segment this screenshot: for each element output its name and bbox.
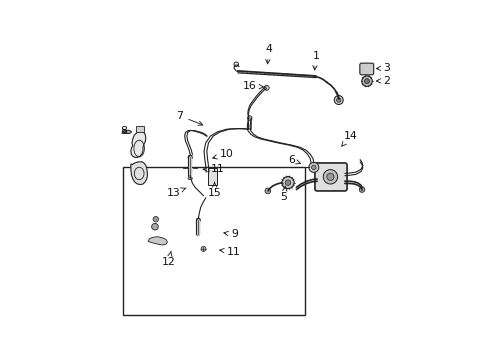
Polygon shape bbox=[131, 131, 145, 157]
Text: 7: 7 bbox=[176, 111, 203, 125]
Text: 15: 15 bbox=[207, 182, 221, 198]
Circle shape bbox=[151, 223, 158, 230]
Circle shape bbox=[361, 76, 371, 86]
Text: 3: 3 bbox=[376, 63, 390, 73]
Text: 6: 6 bbox=[287, 155, 300, 165]
Circle shape bbox=[264, 188, 270, 194]
Circle shape bbox=[264, 85, 268, 90]
Circle shape bbox=[247, 116, 251, 120]
Circle shape bbox=[187, 155, 192, 159]
Text: 11: 11 bbox=[203, 164, 224, 174]
Text: 4: 4 bbox=[264, 44, 271, 64]
Circle shape bbox=[336, 98, 340, 102]
Circle shape bbox=[326, 173, 333, 180]
Circle shape bbox=[285, 180, 290, 185]
Text: 13: 13 bbox=[167, 188, 186, 198]
Text: 1: 1 bbox=[312, 51, 319, 70]
Text: 10: 10 bbox=[212, 149, 234, 159]
Text: 12: 12 bbox=[162, 251, 175, 267]
Circle shape bbox=[201, 246, 205, 251]
Text: 14: 14 bbox=[341, 131, 357, 146]
Polygon shape bbox=[238, 71, 315, 77]
Circle shape bbox=[308, 162, 318, 172]
Text: 9: 9 bbox=[224, 229, 238, 239]
Circle shape bbox=[359, 187, 364, 192]
Text: 2: 2 bbox=[376, 76, 390, 86]
Bar bbox=[136, 126, 143, 132]
FancyBboxPatch shape bbox=[359, 63, 373, 75]
Circle shape bbox=[311, 165, 315, 170]
Polygon shape bbox=[131, 162, 147, 185]
Bar bbox=[123, 167, 304, 315]
Bar bbox=[208, 168, 216, 185]
Circle shape bbox=[282, 176, 293, 189]
Circle shape bbox=[364, 79, 369, 84]
Text: 16: 16 bbox=[243, 81, 263, 91]
Text: 8: 8 bbox=[120, 126, 127, 136]
Circle shape bbox=[196, 218, 200, 222]
Ellipse shape bbox=[187, 177, 192, 180]
Text: 11: 11 bbox=[219, 247, 240, 257]
Circle shape bbox=[323, 170, 337, 184]
FancyBboxPatch shape bbox=[314, 163, 346, 191]
Text: 5: 5 bbox=[280, 186, 287, 202]
Ellipse shape bbox=[123, 130, 131, 134]
Polygon shape bbox=[148, 237, 167, 245]
Circle shape bbox=[153, 216, 158, 222]
Circle shape bbox=[334, 96, 343, 104]
